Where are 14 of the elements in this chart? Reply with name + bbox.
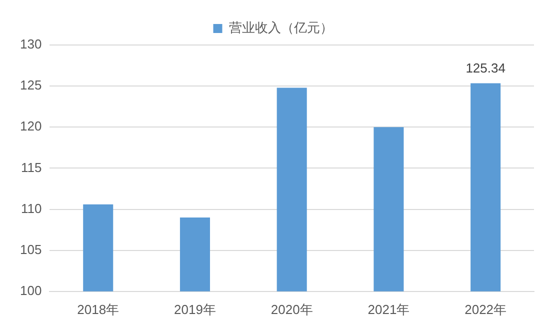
x-tick-label: 2020年: [270, 302, 313, 317]
y-tick-label: 125: [20, 78, 42, 93]
x-tick-label: 2018年: [77, 302, 120, 317]
y-tick-label: 100: [20, 282, 42, 298]
y-tick-label: 130: [20, 36, 42, 52]
y-tick-label: 110: [20, 200, 42, 216]
y-tick-label: 115: [20, 160, 42, 175]
text: 125.34: [466, 60, 506, 76]
x-tick-label: 2019年: [174, 302, 216, 317]
x-tick-label: 2021年: [368, 302, 410, 317]
y-tick-label: 120: [20, 118, 42, 134]
legend-label: 营业收入（亿元）: [228, 20, 333, 36]
x-tick-label: 2022年: [464, 302, 507, 317]
y-tick-label: 105: [20, 242, 42, 257]
